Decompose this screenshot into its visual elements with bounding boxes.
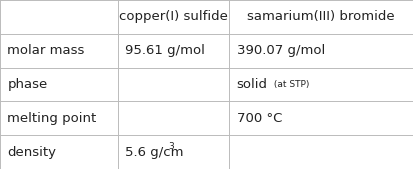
Text: melting point: melting point bbox=[7, 112, 97, 125]
Text: copper(I) sulfide: copper(I) sulfide bbox=[119, 10, 228, 23]
Text: 390.07 g/mol: 390.07 g/mol bbox=[237, 44, 325, 57]
Text: density: density bbox=[7, 146, 57, 159]
Text: molar mass: molar mass bbox=[7, 44, 85, 57]
Text: 95.61 g/mol: 95.61 g/mol bbox=[125, 44, 205, 57]
Text: (at STP): (at STP) bbox=[271, 80, 309, 89]
Text: 5.6 g/cm: 5.6 g/cm bbox=[125, 146, 184, 159]
Text: phase: phase bbox=[7, 78, 47, 91]
Text: 3: 3 bbox=[169, 142, 174, 151]
Text: 700 °C: 700 °C bbox=[237, 112, 282, 125]
Text: solid: solid bbox=[237, 78, 268, 91]
Text: samarium(III) bromide: samarium(III) bromide bbox=[247, 10, 395, 23]
